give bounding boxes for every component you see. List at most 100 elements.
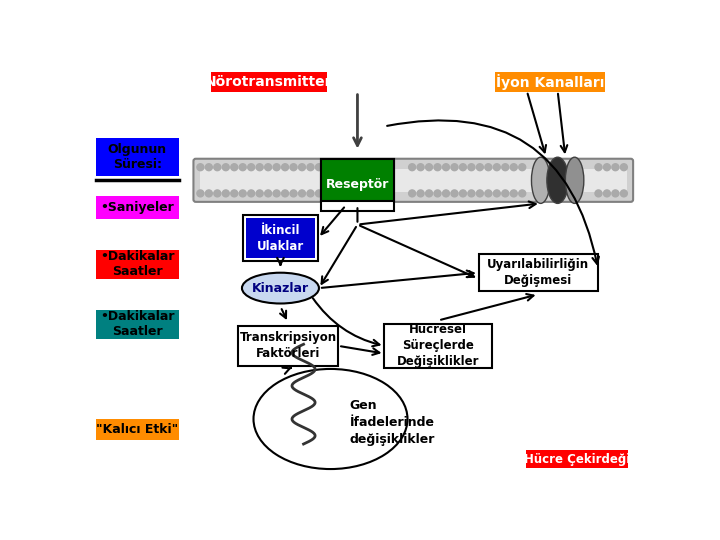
Circle shape (256, 190, 263, 197)
Circle shape (426, 190, 433, 197)
Circle shape (222, 190, 229, 197)
Circle shape (595, 190, 602, 197)
Circle shape (231, 164, 238, 171)
FancyBboxPatch shape (321, 159, 394, 211)
Text: •Dakikalar
Saatler: •Dakikalar Saatler (100, 310, 174, 338)
Circle shape (451, 190, 458, 197)
FancyBboxPatch shape (243, 215, 318, 261)
Text: Reseptör: Reseptör (325, 178, 389, 191)
FancyBboxPatch shape (384, 323, 492, 368)
Ellipse shape (253, 369, 408, 469)
Circle shape (315, 164, 323, 171)
Circle shape (485, 190, 492, 197)
Circle shape (282, 190, 289, 197)
Circle shape (502, 164, 509, 171)
Circle shape (273, 190, 280, 197)
Circle shape (307, 190, 314, 197)
Text: •Saniyeler: •Saniyeler (100, 201, 174, 214)
FancyBboxPatch shape (96, 249, 179, 279)
Circle shape (612, 190, 619, 197)
Text: Hücre Çekirdeği: Hücre Çekirdeği (523, 453, 630, 465)
Circle shape (307, 164, 314, 171)
Circle shape (612, 164, 619, 171)
Text: Gen
İfadelerinde
değişiklikler: Gen İfadelerinde değişiklikler (350, 400, 435, 447)
Text: Olgunun
Süresi:: Olgunun Süresi: (108, 143, 167, 171)
Ellipse shape (242, 273, 319, 303)
Circle shape (299, 190, 305, 197)
Circle shape (477, 164, 483, 171)
Circle shape (603, 164, 611, 171)
Circle shape (451, 164, 458, 171)
Circle shape (468, 164, 475, 171)
Circle shape (510, 164, 517, 171)
FancyBboxPatch shape (526, 450, 628, 468)
FancyBboxPatch shape (321, 159, 394, 201)
Circle shape (459, 190, 467, 197)
Circle shape (315, 190, 323, 197)
Circle shape (502, 190, 509, 197)
Circle shape (214, 190, 221, 197)
Ellipse shape (547, 157, 568, 204)
Text: Uyarılabilirliğin
Değişmesi: Uyarılabilirliğin Değişmesi (487, 258, 590, 287)
Circle shape (417, 164, 424, 171)
Circle shape (409, 190, 415, 197)
Circle shape (409, 164, 415, 171)
FancyBboxPatch shape (479, 254, 598, 291)
Circle shape (205, 190, 212, 197)
Circle shape (434, 164, 441, 171)
Circle shape (299, 164, 305, 171)
Text: Hücresel
Süreçlerde
Değişiklikler: Hücresel Süreçlerde Değişiklikler (397, 323, 480, 368)
Circle shape (282, 164, 289, 171)
Circle shape (239, 164, 246, 171)
Circle shape (621, 190, 627, 197)
FancyBboxPatch shape (96, 309, 179, 339)
Circle shape (248, 164, 255, 171)
FancyBboxPatch shape (495, 72, 605, 92)
Circle shape (256, 164, 263, 171)
Circle shape (595, 164, 602, 171)
Text: İyon Kanalları: İyon Kanalları (496, 74, 604, 90)
Circle shape (493, 164, 500, 171)
FancyBboxPatch shape (96, 195, 179, 219)
Circle shape (290, 190, 297, 197)
FancyBboxPatch shape (246, 218, 315, 258)
Circle shape (205, 164, 212, 171)
FancyBboxPatch shape (96, 419, 179, 440)
Circle shape (459, 164, 467, 171)
Circle shape (477, 190, 483, 197)
Circle shape (265, 164, 271, 171)
Text: •Dakikalar
Saatler: •Dakikalar Saatler (100, 250, 174, 278)
Circle shape (197, 164, 204, 171)
Text: Kinazlar: Kinazlar (252, 281, 309, 295)
Circle shape (231, 190, 238, 197)
Circle shape (443, 164, 449, 171)
Text: İkincil
Ulaklar: İkincil Ulaklar (257, 224, 304, 253)
Circle shape (222, 164, 229, 171)
Circle shape (197, 190, 204, 197)
Circle shape (417, 190, 424, 197)
Circle shape (603, 190, 611, 197)
Ellipse shape (531, 157, 550, 204)
Circle shape (239, 190, 246, 197)
Text: Transkripsiyon
Faktörleri: Transkripsiyon Faktörleri (240, 332, 337, 360)
Circle shape (493, 190, 500, 197)
FancyBboxPatch shape (199, 168, 627, 192)
Circle shape (214, 164, 221, 171)
Circle shape (519, 190, 526, 197)
Circle shape (519, 164, 526, 171)
Circle shape (248, 190, 255, 197)
Circle shape (265, 190, 271, 197)
Circle shape (621, 164, 627, 171)
Text: Nörotransmitter: Nörotransmitter (205, 75, 333, 89)
Circle shape (290, 164, 297, 171)
Circle shape (510, 190, 517, 197)
Circle shape (468, 190, 475, 197)
FancyBboxPatch shape (194, 159, 633, 202)
Circle shape (485, 164, 492, 171)
Text: "Kalıcı Etki": "Kalıcı Etki" (96, 423, 179, 436)
Circle shape (273, 164, 280, 171)
Ellipse shape (565, 157, 584, 204)
Circle shape (443, 190, 449, 197)
FancyBboxPatch shape (211, 72, 327, 92)
FancyBboxPatch shape (96, 138, 179, 177)
